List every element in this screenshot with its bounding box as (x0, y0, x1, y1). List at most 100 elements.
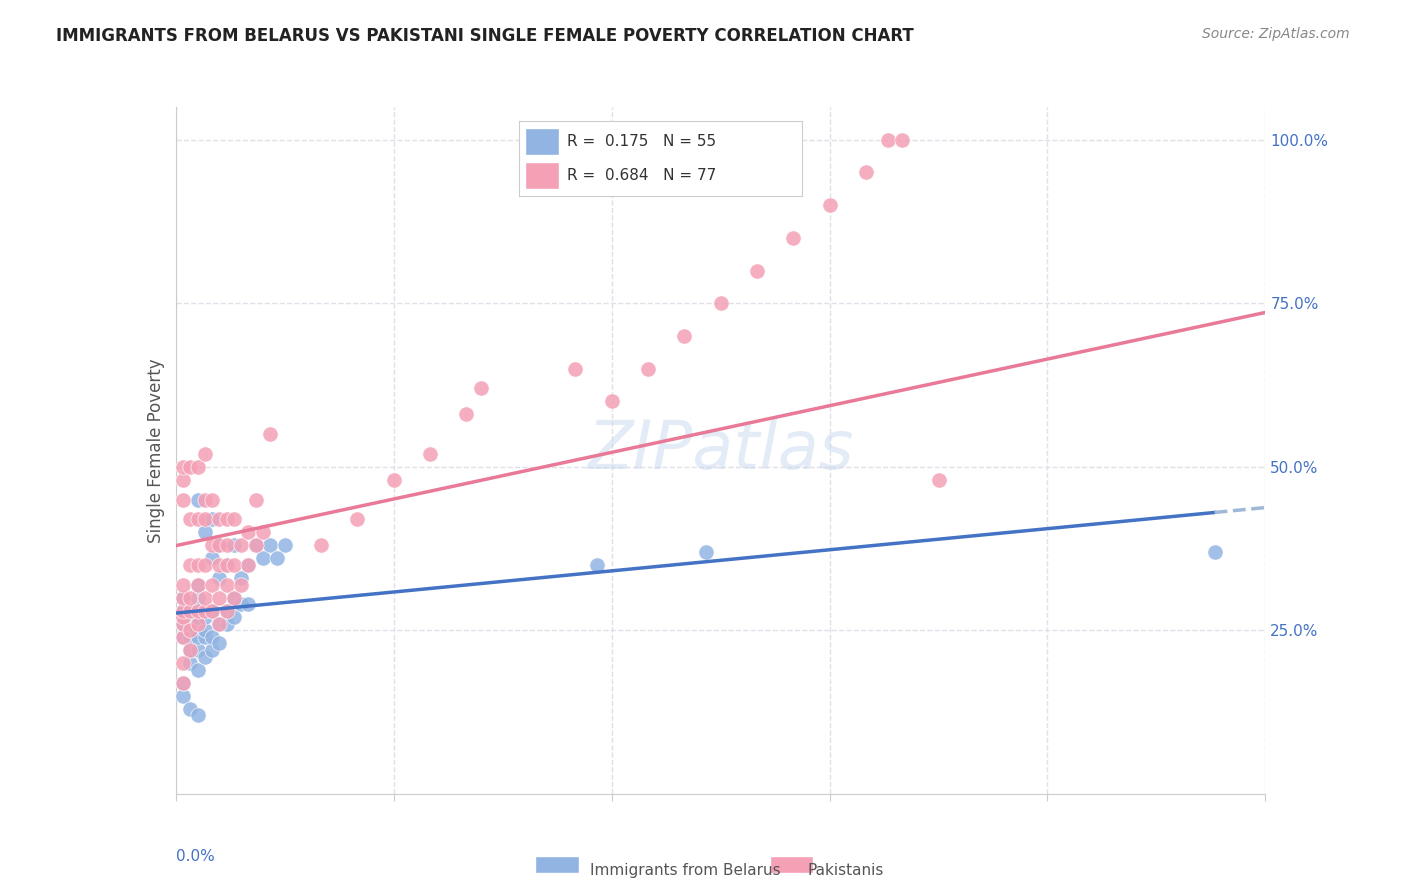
Point (222, 610, 245, 624)
Point (252, 551, 274, 566)
Point (179, 459, 201, 474)
Point (208, 591, 231, 605)
Point (215, 604, 238, 618)
Point (238, 525, 260, 540)
Point (179, 702, 201, 716)
Point (194, 591, 217, 605)
Point (172, 604, 194, 618)
Point (238, 597, 260, 611)
Text: Pakistanis: Pakistanis (807, 863, 884, 878)
Point (186, 604, 209, 618)
Point (172, 459, 194, 474)
Point (564, 361, 586, 376)
Point (673, 329, 696, 343)
Point (222, 591, 245, 605)
Point (208, 636, 231, 650)
Point (201, 604, 224, 618)
Point (208, 538, 231, 552)
Point (215, 604, 238, 618)
FancyBboxPatch shape (536, 855, 579, 873)
Point (201, 604, 224, 618)
Point (222, 591, 245, 605)
Point (222, 558, 245, 572)
Point (600, 394, 623, 409)
Point (186, 492, 209, 507)
Point (470, 381, 492, 395)
Point (238, 558, 260, 572)
Point (208, 616, 231, 631)
Point (215, 616, 238, 631)
Point (179, 610, 201, 624)
Point (259, 427, 281, 442)
Point (186, 459, 209, 474)
Point (186, 643, 209, 657)
Point (201, 512, 224, 526)
Point (215, 558, 238, 572)
Point (855, 165, 877, 179)
Point (1204, 545, 1226, 559)
Point (179, 604, 201, 618)
Point (172, 675, 194, 690)
Point (172, 591, 194, 605)
Point (245, 492, 267, 507)
Point (201, 538, 224, 552)
Point (186, 616, 209, 631)
Point (172, 630, 194, 644)
Point (172, 675, 194, 690)
Point (179, 591, 201, 605)
Point (172, 473, 194, 487)
Point (179, 616, 201, 631)
Point (222, 512, 245, 526)
Point (818, 198, 841, 212)
Point (186, 577, 209, 591)
Point (419, 447, 441, 461)
Point (876, 133, 898, 147)
Text: 0.0%: 0.0% (176, 849, 215, 863)
Point (382, 473, 405, 487)
Point (172, 616, 194, 631)
Point (186, 591, 209, 605)
Text: Immigrants from Belarus: Immigrants from Belarus (591, 863, 780, 878)
Point (215, 538, 238, 552)
Point (194, 525, 217, 540)
Point (274, 538, 297, 552)
Point (186, 630, 209, 644)
Point (245, 538, 267, 552)
Text: ZIPatlas: ZIPatlas (588, 417, 853, 483)
Point (179, 656, 201, 670)
Point (194, 624, 217, 638)
Point (179, 604, 201, 618)
Point (201, 643, 224, 657)
Point (215, 512, 238, 526)
Point (745, 263, 768, 277)
Point (186, 604, 209, 618)
Point (194, 604, 217, 618)
Point (172, 616, 194, 631)
Text: IMMIGRANTS FROM BELARUS VS PAKISTANI SINGLE FEMALE POVERTY CORRELATION CHART: IMMIGRANTS FROM BELARUS VS PAKISTANI SIN… (56, 27, 914, 45)
Point (179, 643, 201, 657)
Point (309, 538, 332, 552)
Point (179, 624, 201, 638)
Point (637, 361, 659, 376)
Point (179, 630, 201, 644)
Point (215, 558, 238, 572)
Point (194, 492, 217, 507)
Point (222, 538, 245, 552)
Point (186, 558, 209, 572)
Point (172, 577, 194, 591)
Point (172, 610, 194, 624)
Point (208, 571, 231, 585)
Point (179, 512, 201, 526)
Point (172, 656, 194, 670)
Point (259, 538, 281, 552)
Point (172, 591, 194, 605)
Point (208, 538, 231, 552)
Point (194, 610, 217, 624)
Point (215, 577, 238, 591)
Point (346, 512, 368, 526)
Point (266, 551, 288, 566)
Point (194, 512, 217, 526)
Point (201, 492, 224, 507)
Point (194, 558, 217, 572)
Point (201, 551, 224, 566)
